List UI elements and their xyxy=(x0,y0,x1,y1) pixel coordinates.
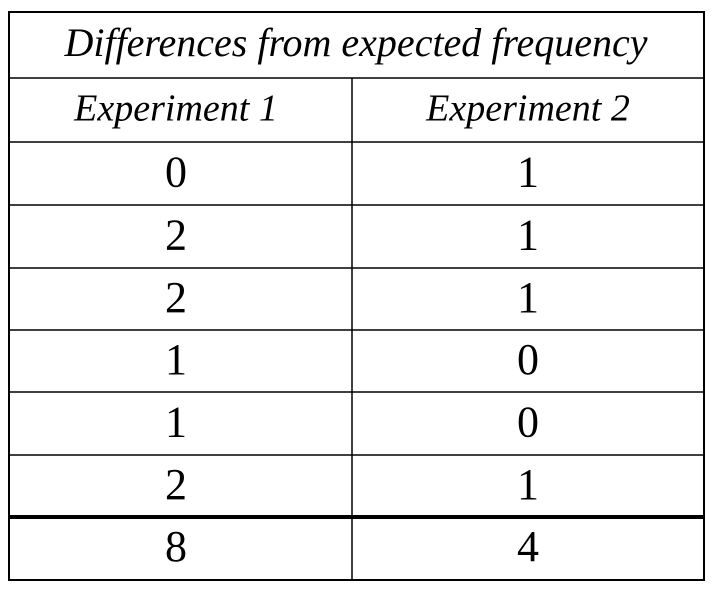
cell: 2 xyxy=(165,273,187,322)
cell: 1 xyxy=(517,273,539,322)
cell: 0 xyxy=(165,148,187,197)
column-header: Experiment 2 xyxy=(425,88,630,130)
total-cell: 4 xyxy=(517,522,539,571)
cell: 0 xyxy=(517,398,539,447)
table-border xyxy=(8,11,705,581)
cell: 2 xyxy=(165,460,187,509)
cell: 2 xyxy=(165,211,187,260)
table-title: Differences from expected frequency xyxy=(63,20,647,65)
cell: 1 xyxy=(517,211,539,260)
column-header: Experiment 1 xyxy=(73,88,278,130)
cell: 1 xyxy=(165,398,187,447)
cell: 1 xyxy=(165,335,187,384)
cell: 1 xyxy=(517,148,539,197)
cell: 0 xyxy=(517,335,539,384)
total-cell: 8 xyxy=(165,522,187,571)
cell: 1 xyxy=(517,460,539,509)
